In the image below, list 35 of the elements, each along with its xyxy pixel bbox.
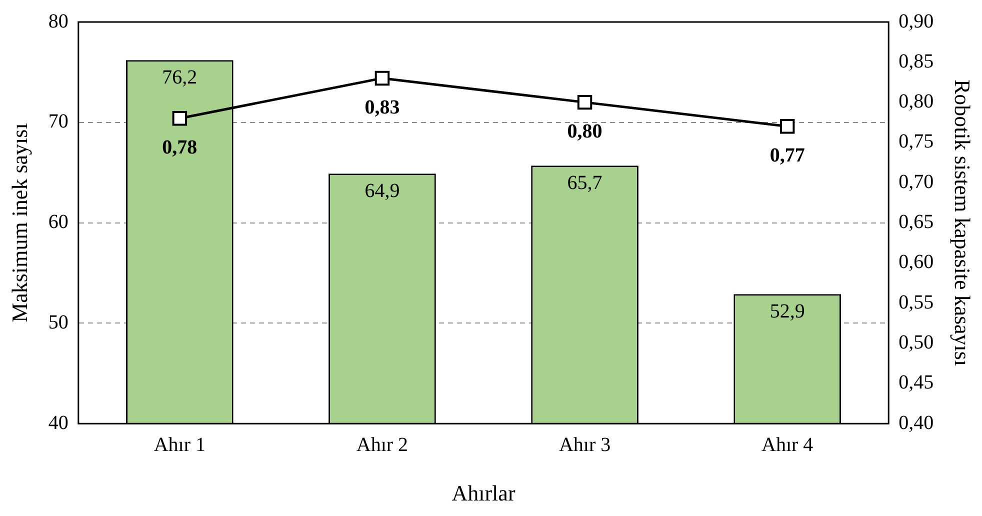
- x-tick-label: Ahır 1: [154, 434, 206, 456]
- x-axis-title: Ahırlar: [452, 480, 516, 506]
- point: [172, 111, 188, 126]
- y2-tick-label: 0,85: [898, 50, 934, 72]
- y2-tick-label: 0,75: [898, 130, 934, 153]
- point: [374, 70, 390, 86]
- point: [780, 119, 795, 134]
- data-label: 52,9: [770, 300, 805, 322]
- y-tick-label: 60: [48, 211, 68, 234]
- data-label: 64,9: [364, 180, 400, 202]
- y2-tick-label: 0,50: [898, 332, 934, 354]
- x-tick-label: Ahır 3: [558, 434, 611, 456]
- y2-tick-label: 0,70: [898, 170, 934, 193]
- y-axis-title: Maksimum inek sayısı: [6, 123, 32, 322]
- y2-tick-label: 0,65: [898, 211, 934, 234]
- y2-tick-label: 0,40: [898, 412, 934, 434]
- data-label: 0,80: [567, 120, 602, 142]
- y-tick-label: 80: [48, 10, 68, 32]
- y2-tick-label: 0,90: [898, 10, 934, 32]
- y2-tick-label: 0,80: [898, 90, 934, 113]
- y2-tick-label: 0,45: [898, 372, 934, 394]
- x-tick-label: Ahır 2: [356, 434, 408, 456]
- y-tick-label: 50: [48, 311, 68, 334]
- y2-tick-label: 0,55: [898, 291, 934, 314]
- y-tick-label: 40: [48, 412, 68, 434]
- y-tick-label: 70: [48, 110, 68, 133]
- data-label: 65,7: [567, 172, 602, 194]
- data-label: 76,2: [162, 66, 198, 88]
- y2-axis-title: Robotik sistem kapasite kasayısı: [950, 80, 976, 366]
- data-label: 0,78: [162, 136, 198, 159]
- data-label: 0,77: [770, 144, 805, 167]
- point: [577, 94, 592, 110]
- x-tick-label: Ahır 4: [761, 434, 814, 456]
- data-label: 0,83: [364, 96, 400, 118]
- y2-tick-label: 0,60: [898, 251, 934, 274]
